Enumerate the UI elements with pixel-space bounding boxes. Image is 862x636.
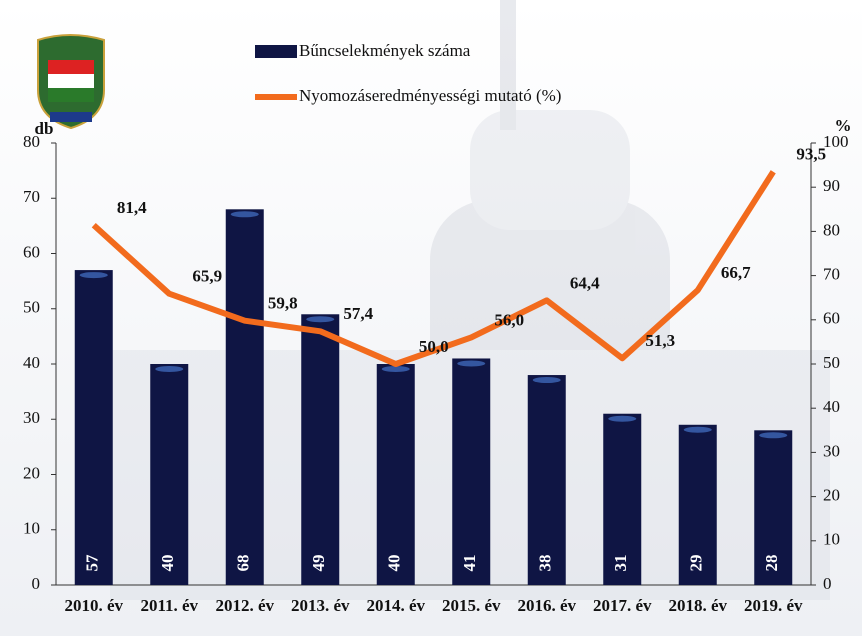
bar-highlight [79, 272, 108, 279]
x-tick-label: 2013. év [291, 596, 350, 615]
y2-tick-label: 10 [823, 530, 840, 549]
bar [603, 413, 642, 585]
line-value-label: 57,4 [343, 304, 373, 323]
line-value-label: 81,4 [117, 198, 147, 217]
bar [678, 424, 717, 585]
legend-label: Nyomozáseredményességi mutató (%) [299, 86, 561, 105]
x-tick-label: 2015. év [442, 596, 501, 615]
bar-value-label: 40 [158, 555, 177, 572]
y-axis-label: db [35, 119, 54, 138]
legend-label: Bűncselekmények száma [299, 41, 471, 60]
y-tick-label: 50 [23, 298, 40, 317]
bar-value-label: 57 [83, 554, 102, 572]
y2-tick-label: 80 [823, 220, 840, 239]
y-tick-label: 40 [23, 353, 40, 372]
bar [225, 209, 264, 586]
bar-highlight [381, 366, 410, 372]
bar-value-label: 40 [385, 555, 404, 572]
line-value-label: 59,8 [268, 294, 298, 313]
line [91, 170, 776, 367]
x-tick-label: 2017. év [593, 596, 652, 615]
y-tick-label: 70 [23, 187, 40, 206]
y2-tick-label: 50 [823, 353, 840, 372]
x-tick-label: 2016. év [517, 596, 576, 615]
bar-highlight [759, 432, 788, 439]
y2-tick-label: 90 [823, 176, 840, 195]
bar [150, 364, 189, 585]
line-value-label: 56,0 [494, 310, 524, 329]
bar-highlight [230, 211, 259, 218]
bar-highlight [457, 360, 486, 367]
bar-value-label: 31 [611, 555, 630, 572]
y2-tick-label: 70 [823, 265, 840, 284]
line-value-label: 65,9 [192, 267, 222, 286]
y2-tick-label: 20 [823, 486, 840, 505]
bar-highlight [608, 415, 637, 422]
bar-value-label: 38 [536, 555, 555, 572]
bar [452, 358, 491, 585]
y2-tick-label: 60 [823, 309, 840, 328]
line-value-label: 51,3 [645, 331, 675, 350]
x-tick-label: 2011. év [140, 596, 198, 615]
x-tick-label: 2010. év [64, 596, 123, 615]
y-tick-label: 0 [32, 574, 41, 593]
y2-axis-label: % [835, 116, 852, 135]
bar [754, 430, 793, 585]
bar [376, 364, 415, 585]
y2-tick-label: 40 [823, 397, 840, 416]
bar-value-label: 29 [687, 555, 706, 572]
police-logo [37, 34, 105, 130]
y2-tick-label: 30 [823, 441, 840, 460]
bar-highlight [155, 366, 184, 372]
bar-highlight [683, 426, 712, 433]
y-tick-label: 80 [23, 132, 40, 151]
y2-tick-label: 100 [823, 132, 849, 151]
bar-value-label: 28 [762, 555, 781, 572]
line-value-label: 64,4 [570, 273, 600, 292]
x-tick-label: 2018. év [668, 596, 727, 615]
bar [527, 375, 566, 585]
y-tick-label: 20 [23, 463, 40, 482]
x-tick-label: 2014. év [366, 596, 425, 615]
y-tick-label: 60 [23, 242, 40, 261]
bar-value-label: 41 [460, 555, 479, 572]
bar [74, 270, 113, 585]
bar-value-label: 49 [309, 555, 328, 572]
bar-highlight [532, 377, 561, 384]
y-tick-label: 30 [23, 408, 40, 427]
x-tick-label: 2012. év [215, 596, 274, 615]
line-value-label: 93,5 [796, 145, 826, 164]
bar-value-label: 68 [234, 555, 253, 572]
legend-swatch [255, 45, 297, 58]
bar-highlight [306, 316, 335, 323]
line-value-label: 66,7 [721, 263, 751, 282]
x-tick-label: 2019. év [744, 596, 803, 615]
y2-tick-label: 0 [823, 574, 832, 593]
bar [301, 314, 340, 585]
line-value-label: 50,0 [419, 337, 449, 356]
y-tick-label: 10 [23, 519, 40, 538]
